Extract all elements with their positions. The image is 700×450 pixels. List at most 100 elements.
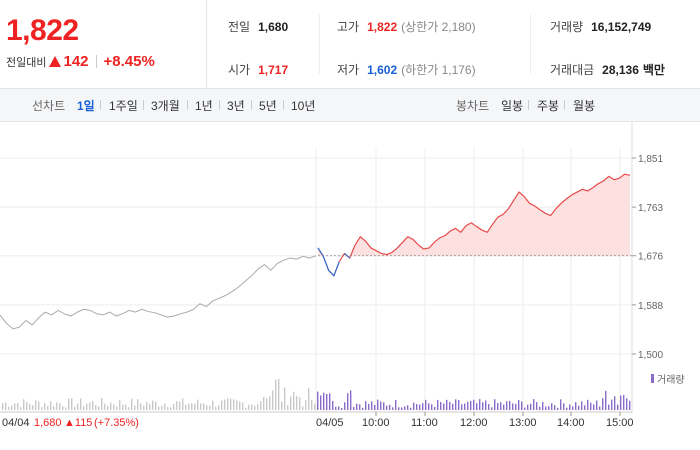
- volume-bar: [374, 404, 376, 410]
- divider: [528, 100, 529, 110]
- volume-bar: [20, 407, 22, 410]
- volume-bar: [137, 399, 139, 410]
- tab-3m[interactable]: 3개월: [151, 99, 180, 113]
- volume-bar: [587, 399, 589, 410]
- volume-bar: [341, 407, 343, 410]
- volume-bar: [122, 404, 124, 410]
- volume-bar: [56, 402, 58, 410]
- volume-bar: [353, 407, 355, 410]
- volume-bar: [191, 403, 193, 410]
- stat-open: 시가 1,717: [228, 63, 289, 77]
- tab-1y[interactable]: 1년: [195, 99, 213, 113]
- volume-bar: [626, 398, 628, 410]
- y-tick-label: 1,851: [638, 154, 663, 165]
- volume-bar: [479, 399, 481, 410]
- volume-bar: [614, 396, 616, 410]
- volume-bar: [74, 406, 76, 410]
- volume-bar: [182, 398, 184, 410]
- line-chart-label: 선차트: [32, 99, 66, 113]
- volume-bar: [299, 397, 301, 410]
- volume-bar: [14, 403, 16, 410]
- volume-bar: [224, 399, 226, 410]
- volume-bar: [287, 405, 289, 410]
- volume-bar: [251, 404, 253, 410]
- tab-1w[interactable]: 1주일: [109, 99, 138, 113]
- volume-bar: [440, 402, 442, 410]
- volume-bar: [272, 390, 274, 410]
- volume-bar: [326, 393, 328, 410]
- volume-bar: [461, 404, 463, 410]
- volume-bar: [152, 400, 154, 410]
- volume-bar: [452, 403, 454, 410]
- volume-bar: [362, 407, 364, 410]
- volume-bar: [467, 401, 469, 410]
- volume-bar: [194, 403, 196, 410]
- tab-1d[interactable]: 1일: [77, 99, 95, 113]
- volume-bar: [179, 401, 181, 410]
- volume-bar: [566, 407, 568, 410]
- volume-bar: [602, 398, 604, 410]
- volume-bar: [356, 403, 358, 410]
- volume-bar: [245, 407, 247, 410]
- tab-5y[interactable]: 5년: [259, 99, 277, 113]
- tab-3y[interactable]: 3년: [227, 99, 245, 113]
- volume-bar: [173, 403, 175, 410]
- volume-bar: [200, 403, 202, 410]
- volume-bar: [227, 398, 229, 410]
- volume-bar: [368, 403, 370, 410]
- tab-monthly-candle[interactable]: 월봉: [573, 99, 596, 113]
- volume-bar: [377, 399, 379, 410]
- volume-bar: [410, 407, 412, 410]
- volume-bar: [218, 405, 220, 410]
- volume-bar: [26, 402, 28, 410]
- x-tick-label: 15:00: [606, 417, 634, 429]
- tab-daily-candle[interactable]: 일봉: [501, 99, 524, 113]
- volume-bar: [332, 400, 334, 410]
- volume-bar: [206, 405, 208, 410]
- volume-bar: [344, 402, 346, 410]
- volume-bar: [80, 398, 82, 410]
- stat-turnover: 거래대금 28,136 백만: [550, 63, 665, 77]
- volume-bar: [611, 399, 613, 410]
- volume-bar: [434, 406, 436, 410]
- current-price: 1,822: [6, 14, 79, 47]
- tab-weekly-candle[interactable]: 주봉: [537, 99, 560, 113]
- volume-bar: [185, 404, 187, 410]
- volume-bar: [485, 400, 487, 410]
- quote-header: 1,822 전일대비 142 +8.45% 전일 1,680 시가 1,717 고가…: [0, 0, 700, 89]
- volume-bar: [527, 404, 529, 410]
- volume-bar: [416, 404, 418, 410]
- volume-bar: [584, 405, 586, 410]
- volume-bar: [623, 395, 625, 410]
- volume-bar: [32, 405, 34, 410]
- tab-10y[interactable]: 10년: [291, 99, 316, 113]
- stat-volume: 거래량 16,152,749: [550, 20, 652, 34]
- volume-bar: [404, 406, 406, 410]
- volume-bar: [476, 403, 478, 410]
- volume-bar: [395, 400, 397, 410]
- x-axis: 04/04 1,680 ▲115 (+7.35%) 04/05 10:00 11:00 12:…: [2, 412, 634, 429]
- divider: [319, 14, 320, 74]
- prev-day-line: [0, 255, 317, 330]
- volume-bar: [338, 406, 340, 410]
- change-abs: 142: [63, 53, 89, 70]
- volume-bar: [281, 401, 283, 410]
- price-chart[interactable]: 1,851 1,763 1,676 1,588 1,500 거래량 04/04 1,680…: [0, 122, 700, 450]
- volume-bar: [392, 407, 394, 410]
- divider: [100, 100, 101, 110]
- volume-bar: [557, 407, 559, 410]
- volume-bar: [209, 405, 211, 410]
- volume-bar: [23, 399, 25, 410]
- divider: [187, 100, 188, 110]
- volume-bar: [140, 403, 142, 410]
- up-triangle-icon: [49, 56, 62, 67]
- volume-bar: [605, 390, 607, 410]
- volume-bar: [431, 404, 433, 410]
- y-tick-label: 1,676: [638, 252, 663, 263]
- volume-bar: [275, 379, 277, 410]
- volume-bar: [323, 392, 325, 410]
- volume-bar: [134, 405, 136, 410]
- stat-high: 고가 1,822 (상한가 2,180): [337, 20, 476, 34]
- volume-bar: [296, 396, 298, 410]
- volume-bar: [500, 402, 502, 410]
